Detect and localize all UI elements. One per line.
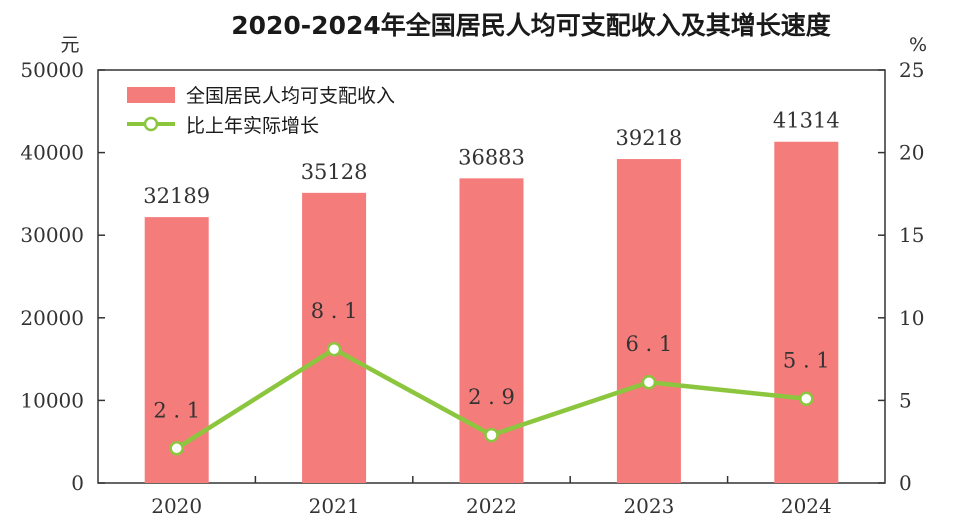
bar-value-label: 35128	[301, 160, 368, 184]
left-tick-label: 0	[71, 471, 84, 495]
legend: 全国居民人均可支配收入 比上年实际增长	[120, 78, 450, 142]
right-tick-label: 20	[899, 141, 924, 165]
bar-2021	[302, 192, 367, 483]
left-tick-label: 50000	[20, 58, 84, 82]
x-tick-label: 2024	[781, 494, 832, 518]
bar-value-label: 36883	[458, 145, 525, 169]
bar-value-label: 41314	[773, 109, 840, 133]
right-tick-label: 10	[899, 306, 924, 330]
legend-line-marker	[143, 116, 159, 132]
chart-title: 2020-2024年全国居民人均可支配收入及其增长速度	[231, 11, 831, 40]
legend-line-label: 比上年实际增长	[186, 115, 319, 137]
bar-2020	[144, 217, 209, 483]
legend-bar-swatch	[127, 87, 175, 103]
bar-labels-group: 32189 35128 36883 39218 41314	[143, 109, 839, 208]
bar-value-label: 39218	[615, 126, 682, 150]
left-tick-label: 40000	[20, 141, 84, 165]
growth-value-label: 6 . 1	[626, 332, 673, 356]
left-tick-label: 30000	[20, 223, 84, 247]
growth-point-2023	[641, 374, 657, 390]
legend-bar-label: 全国居民人均可支配收入	[186, 85, 395, 107]
right-tick-label: 15	[899, 223, 924, 247]
growth-value-label: 2 . 9	[468, 385, 515, 409]
left-tick-label: 10000	[20, 388, 84, 412]
growth-point-2020	[169, 441, 184, 456]
x-tick-label: 2022	[466, 494, 517, 518]
line-series-group: 2 . 1 8 . 1 2 . 9 6 . 1 5 . 1	[153, 299, 830, 456]
growth-point-2021	[326, 341, 342, 357]
right-tick-label: 5	[899, 388, 912, 412]
x-tick-labels: 2020 2021 2022 2023 2024	[151, 494, 832, 518]
left-axis-unit: 元	[60, 34, 79, 56]
bar-value-label: 32189	[143, 184, 210, 208]
right-tick-label: 0	[899, 471, 912, 495]
x-tick-label: 2020	[151, 494, 202, 518]
x-tick-label: 2023	[623, 494, 674, 518]
growth-value-label: 8 . 1	[311, 299, 358, 323]
right-tick-label: 25	[899, 58, 924, 82]
growth-value-label: 5 . 1	[783, 349, 830, 373]
bar-2024	[774, 141, 839, 484]
left-tick-label: 20000	[20, 306, 84, 330]
x-tick-label: 2021	[309, 494, 360, 518]
bars-group	[144, 141, 839, 484]
bar-2023	[616, 159, 681, 483]
growth-point-2024	[799, 391, 814, 406]
axes: 0 10000 20000 30000 40000 50000 0 5 10 15 20 25	[20, 58, 924, 495]
growth-point-2022	[484, 427, 499, 443]
growth-value-label: 2 . 1	[153, 398, 200, 422]
right-axis-unit: %	[909, 34, 927, 56]
